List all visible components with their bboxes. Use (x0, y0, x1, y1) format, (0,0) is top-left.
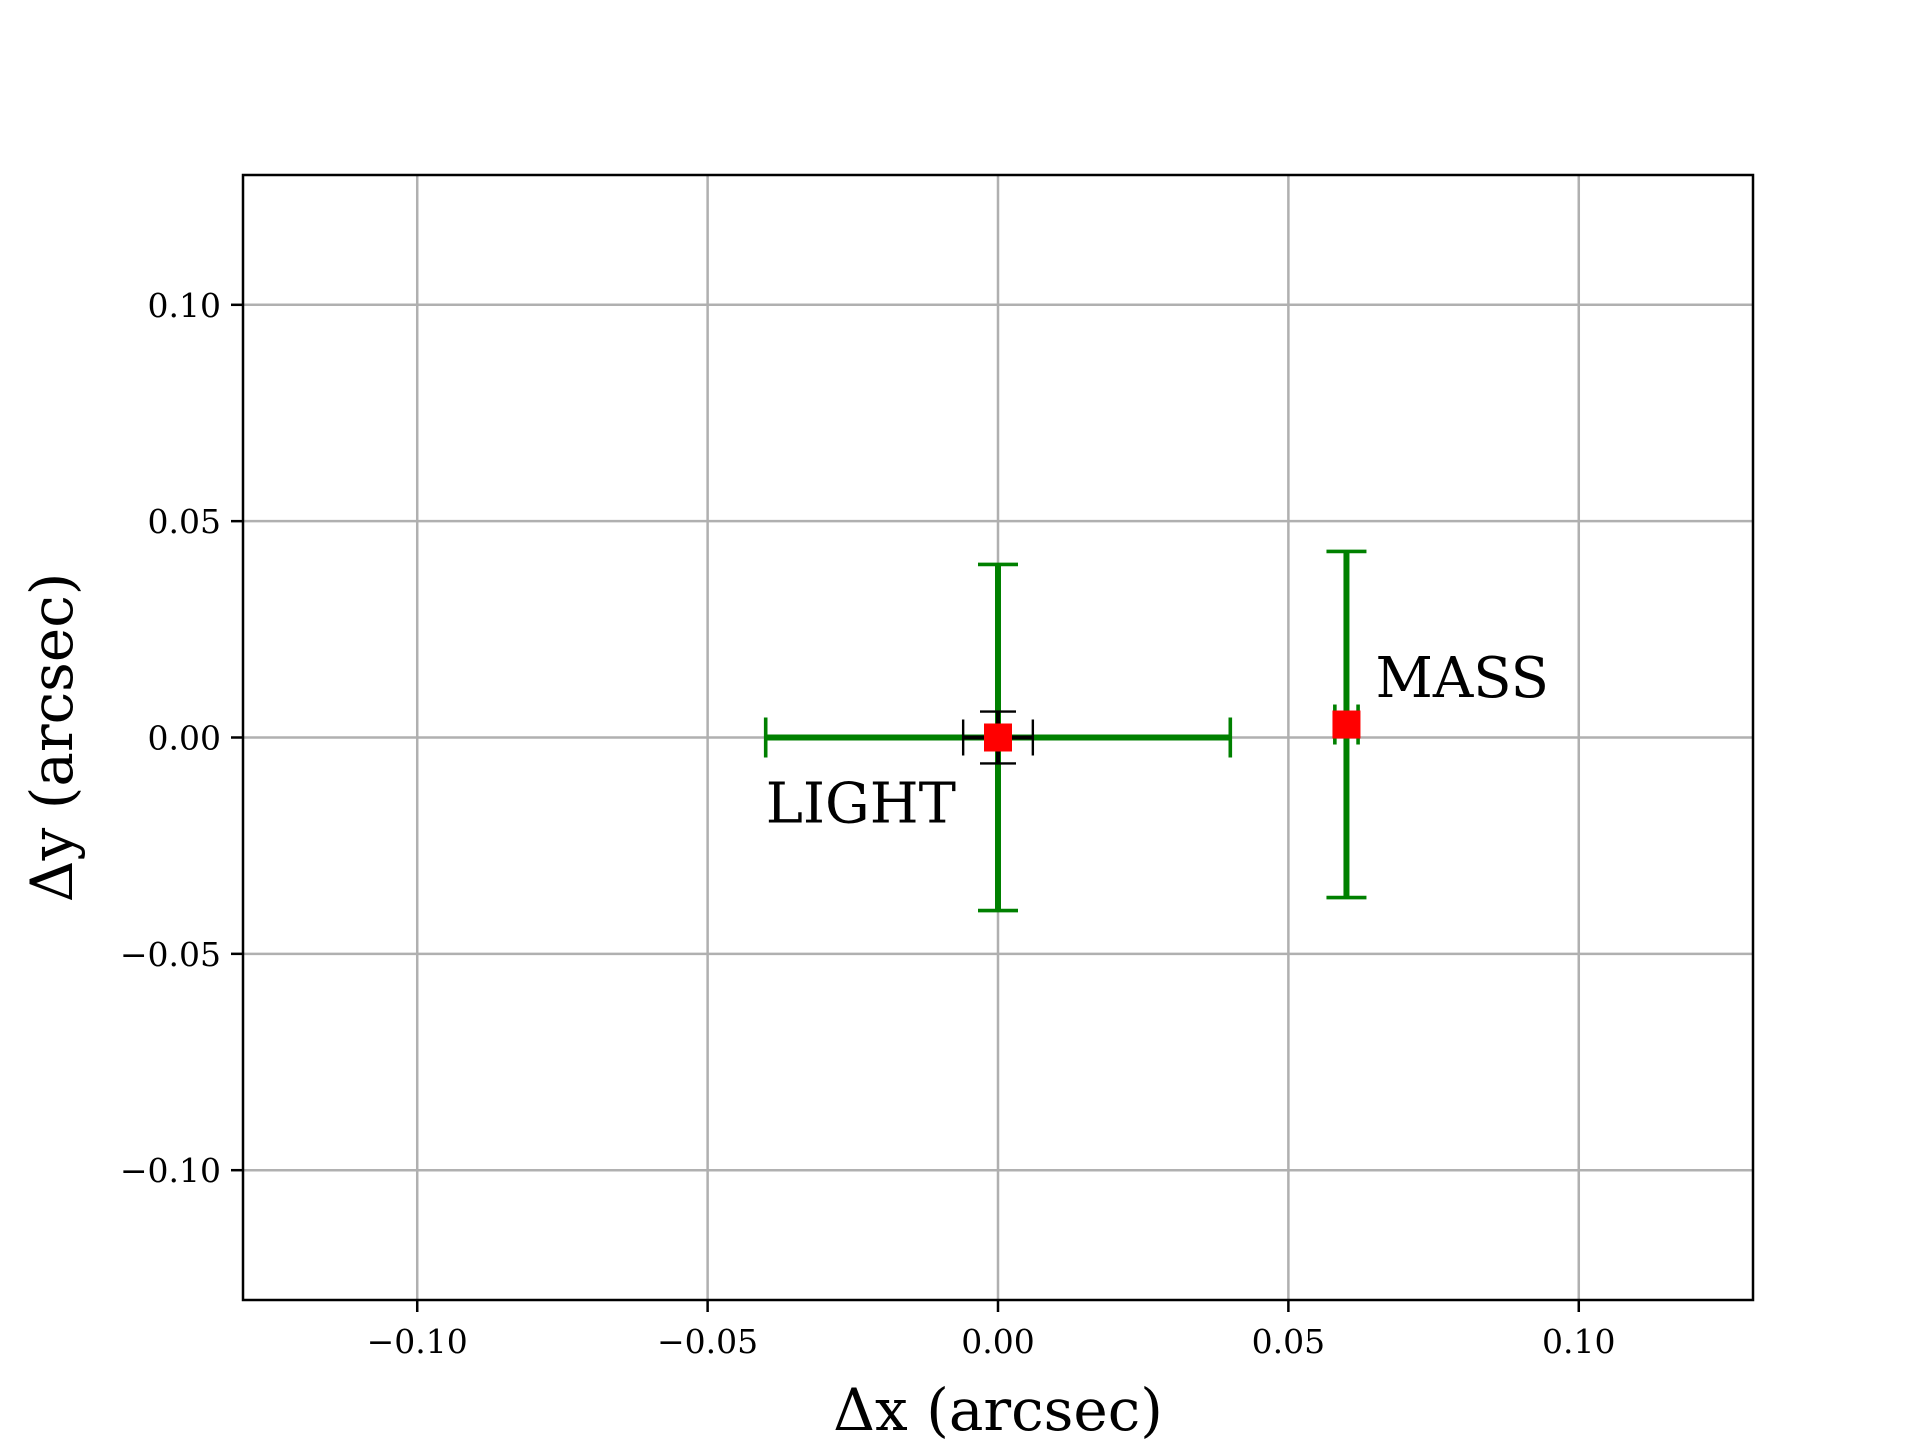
tick-layer: −0.10 −0.05 0.00 0.05 0.10 0.10 0.05 0.00 −0.05 −… (120, 286, 1616, 1361)
y-tick-label: 0.10 (148, 286, 221, 325)
x-tick-label: 0.00 (961, 1322, 1034, 1361)
annotation-label: MASS (1376, 646, 1550, 711)
y-tick-label: −0.10 (120, 1151, 221, 1190)
x-tick-label: −0.10 (367, 1322, 468, 1361)
x-tick-label: −0.05 (657, 1322, 758, 1361)
y-tick-label: 0.05 (148, 502, 221, 541)
y-tick-label: 0.00 (148, 719, 221, 758)
x-axis-label: Δx (arcsec) (833, 1376, 1163, 1440)
x-tick-label: 0.05 (1252, 1322, 1325, 1361)
y-axis-label: Δy (arcsec) (18, 573, 86, 903)
data-point-marker (984, 723, 1012, 752)
annotation-layer: LIGHT MASS (766, 646, 1549, 836)
data-point-marker (1332, 710, 1361, 739)
marker-layer (984, 710, 1361, 752)
y-tick-label: −0.05 (120, 935, 221, 974)
annotation-label: LIGHT (766, 771, 956, 836)
x-tick-label: 0.10 (1542, 1322, 1615, 1361)
grid-layer (243, 175, 1753, 1300)
